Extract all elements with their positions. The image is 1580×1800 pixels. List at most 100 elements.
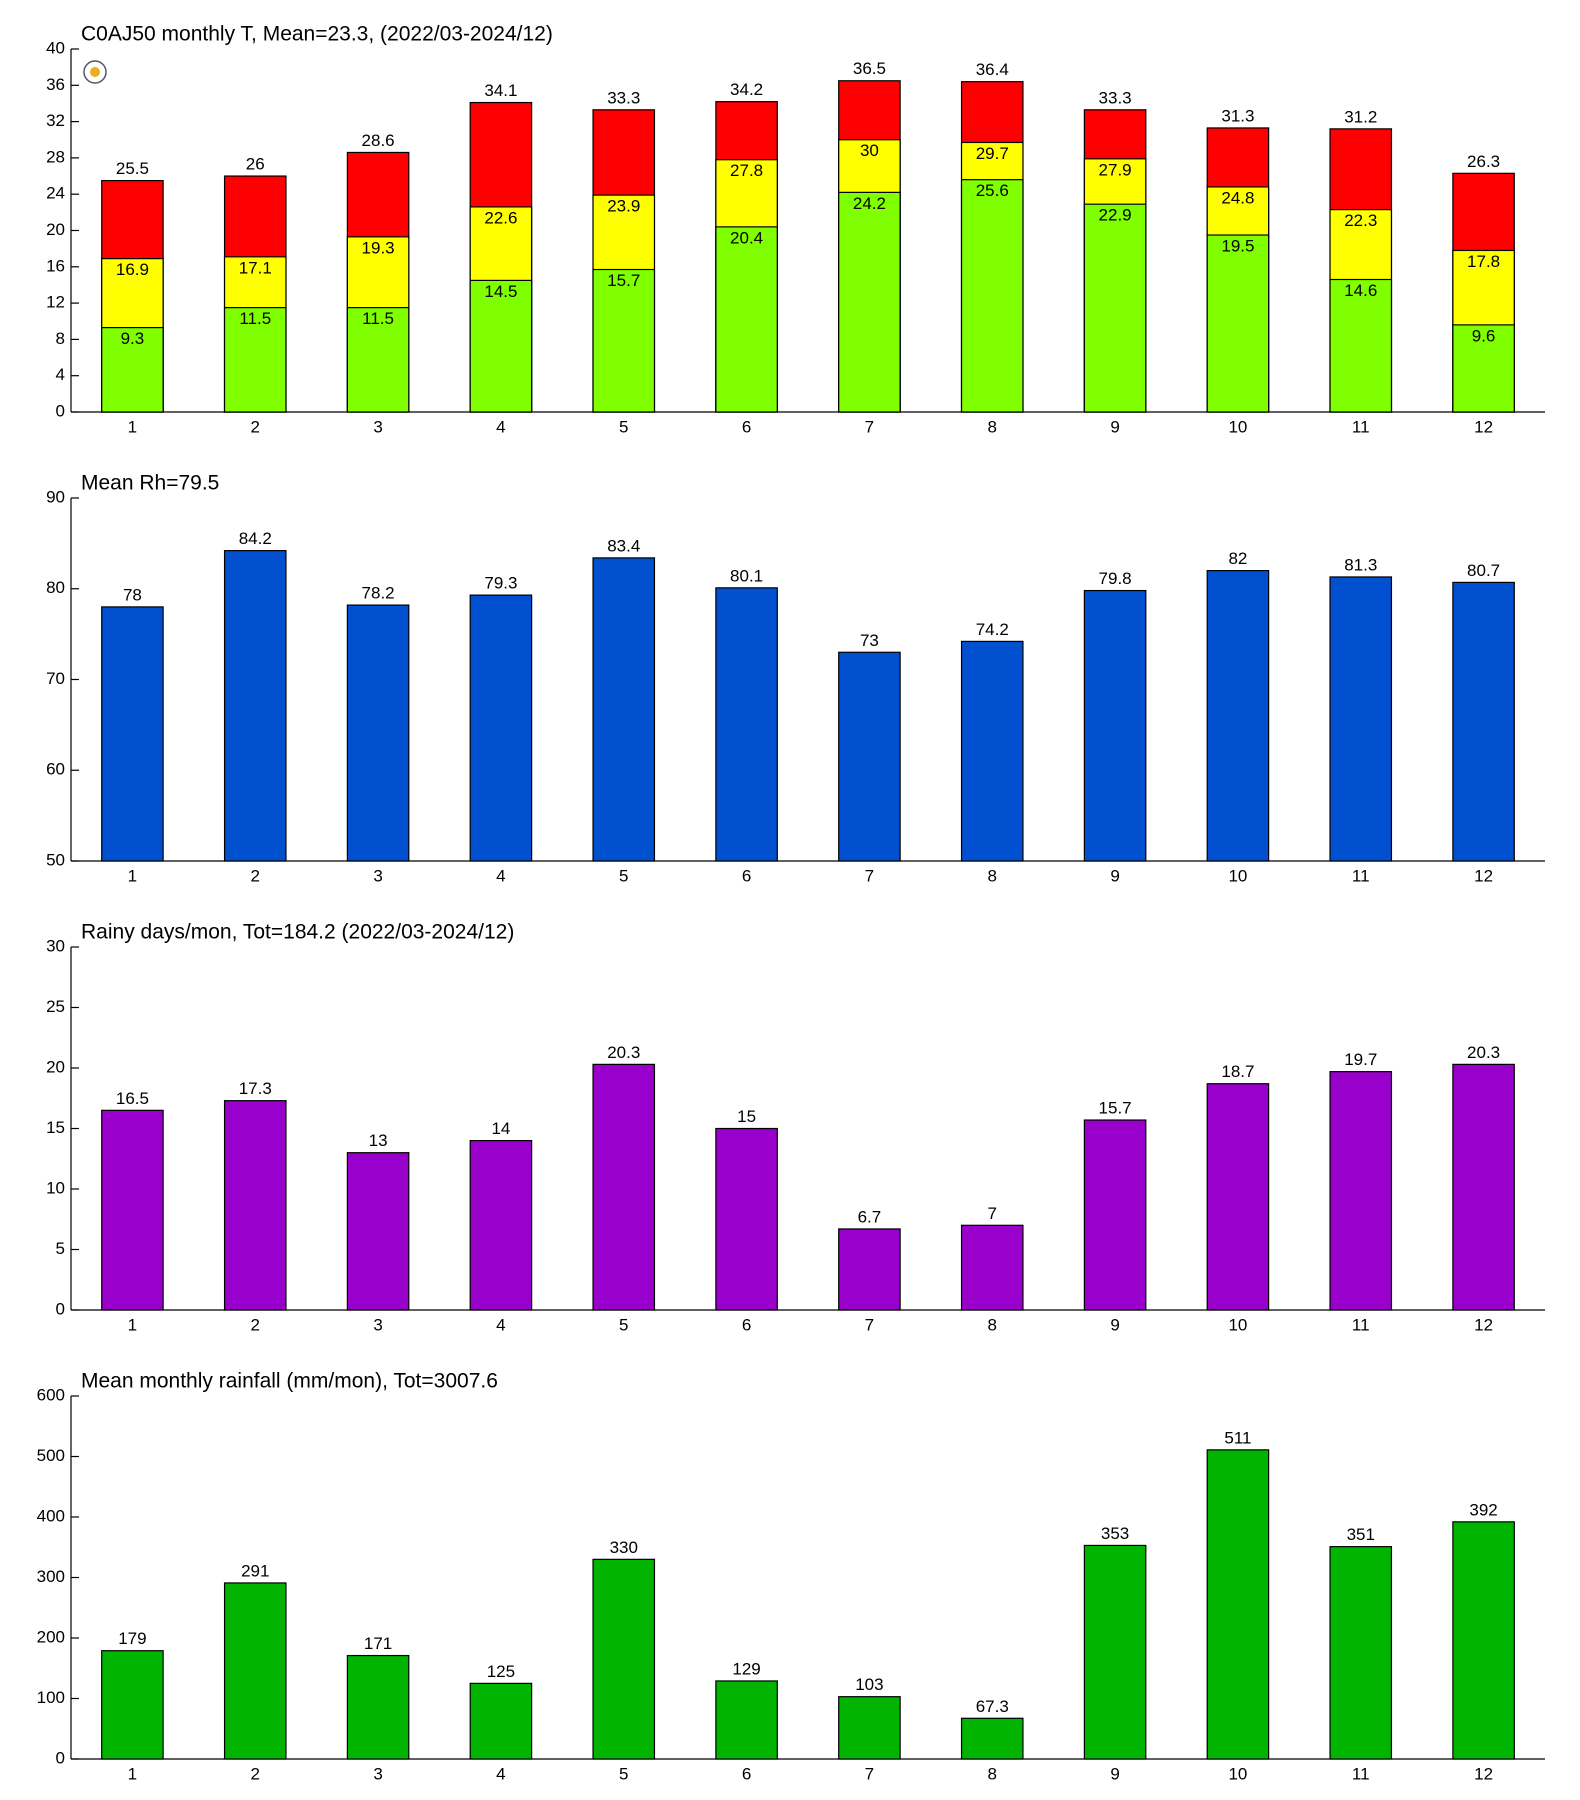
bar [592, 1558, 656, 1760]
bar [346, 1152, 410, 1311]
bar [838, 1696, 901, 1760]
bar [960, 640, 1024, 862]
y-tick-label: 80 [46, 578, 65, 597]
data-label: 34.1 [484, 81, 517, 100]
bar [715, 1127, 778, 1311]
y-tick-label: 8 [56, 329, 65, 348]
data-label: 351 [1347, 1525, 1375, 1544]
x-tick-label: 1 [128, 866, 137, 885]
bar [838, 651, 901, 862]
y-tick-label: 600 [37, 1385, 65, 1404]
data-label: 83.4 [607, 536, 640, 555]
data-label: 74.2 [976, 620, 1009, 639]
bar [469, 1139, 533, 1311]
bar [346, 604, 410, 862]
data-label: 79.3 [484, 574, 517, 593]
data-label: 15.7 [1099, 1099, 1132, 1118]
data-label: 19.5 [1221, 237, 1254, 256]
data-label: 22.3 [1344, 211, 1377, 230]
x-tick-label: 2 [251, 1764, 260, 1783]
data-label: 80.1 [730, 566, 763, 585]
x-tick-label: 6 [742, 866, 751, 885]
bar [1452, 324, 1515, 413]
x-tick-label: 4 [496, 1315, 505, 1334]
x-tick-label: 8 [988, 417, 997, 436]
bar [838, 1228, 901, 1311]
bar [1329, 1546, 1393, 1760]
data-label: 20.4 [730, 228, 763, 247]
data-label: 291 [241, 1561, 269, 1580]
bar [1452, 1521, 1515, 1760]
data-label: 17.8 [1467, 252, 1500, 271]
x-tick-label: 9 [1110, 866, 1119, 885]
bar [346, 307, 410, 413]
data-label: 14.6 [1344, 281, 1377, 300]
y-tick-label: 60 [46, 760, 65, 779]
bar [223, 550, 287, 862]
x-tick-label: 2 [251, 417, 260, 436]
y-tick-label: 28 [46, 147, 65, 166]
x-tick-label: 10 [1228, 417, 1247, 436]
data-label: 31.2 [1344, 107, 1377, 126]
bar [101, 327, 164, 413]
y-tick-label: 400 [37, 1506, 65, 1525]
data-label: 34.2 [730, 80, 763, 99]
y-tick-label: 32 [46, 111, 65, 130]
data-label: 73 [860, 631, 879, 650]
y-tick-label: 20 [46, 220, 65, 239]
y-tick-label: 4 [56, 365, 65, 384]
data-label: 11.5 [362, 309, 394, 328]
x-tick-label: 12 [1474, 866, 1493, 885]
x-tick-label: 5 [619, 1315, 628, 1334]
bar [1206, 569, 1270, 862]
y-tick-label: 100 [37, 1688, 65, 1707]
y-tick-label: 70 [46, 669, 65, 688]
bar [469, 594, 533, 862]
data-label: 7 [988, 1204, 997, 1223]
data-label: 14 [491, 1119, 510, 1138]
data-label: 26 [246, 155, 265, 174]
data-label: 31.3 [1221, 106, 1254, 125]
x-tick-label: 1 [128, 1764, 137, 1783]
bar [960, 1224, 1024, 1311]
data-label: 30 [860, 141, 879, 160]
x-tick-label: 5 [619, 417, 628, 436]
data-label: 24.2 [853, 194, 886, 213]
x-tick-label: 6 [742, 1315, 751, 1334]
x-tick-label: 3 [373, 417, 382, 436]
x-tick-label: 4 [496, 1764, 505, 1783]
bar [592, 1063, 656, 1311]
bar [960, 179, 1024, 413]
x-tick-label: 11 [1352, 866, 1370, 885]
y-tick-label: 5 [56, 1239, 65, 1258]
x-tick-label: 1 [128, 1315, 137, 1334]
x-tick-label: 12 [1474, 417, 1493, 436]
data-label: 353 [1101, 1524, 1129, 1543]
x-tick-label: 3 [373, 866, 382, 885]
data-label: 24.8 [1221, 188, 1254, 207]
x-tick-label: 6 [742, 1764, 751, 1783]
bar [223, 1582, 287, 1760]
x-tick-label: 4 [496, 417, 505, 436]
x-tick-label: 8 [988, 1315, 997, 1334]
bar [469, 1682, 533, 1760]
bar [346, 1654, 410, 1760]
chart-title: C0AJ50 monthly T, Mean=23.3, (2022/03-20… [81, 23, 553, 46]
x-tick-label: 10 [1228, 866, 1247, 885]
data-label: 84.2 [239, 529, 272, 548]
data-label: 16.9 [116, 260, 149, 279]
bar [592, 268, 656, 413]
data-label: 330 [610, 1538, 638, 1557]
x-tick-label: 9 [1110, 1315, 1119, 1334]
bar [469, 279, 533, 413]
data-label: 17.1 [239, 258, 272, 277]
data-label: 17.3 [239, 1079, 272, 1098]
data-label: 25.6 [976, 181, 1009, 200]
chart-title: Mean Rh=79.5 [81, 472, 219, 495]
data-label: 20.3 [1467, 1043, 1500, 1062]
data-label: 18.7 [1221, 1062, 1254, 1081]
data-label: 67.3 [976, 1697, 1009, 1716]
bar [1452, 1063, 1515, 1311]
data-label: 26.3 [1467, 152, 1500, 171]
